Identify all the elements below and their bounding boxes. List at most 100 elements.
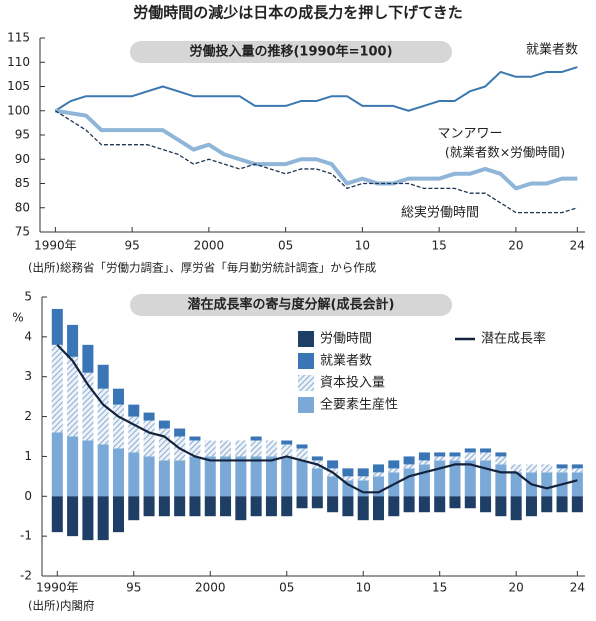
series-label: 就業者数 <box>526 42 578 58</box>
bar-segment <box>67 356 79 437</box>
bar-segment <box>128 496 140 521</box>
bar-segment <box>82 496 94 541</box>
bar-segment <box>143 420 155 457</box>
y-tick-label: 115 <box>7 31 30 45</box>
bar-segment <box>464 496 476 509</box>
bar-segment <box>220 496 232 517</box>
bar-segment <box>158 496 170 517</box>
bar-segment <box>281 444 293 457</box>
bar-segment <box>373 472 385 477</box>
bar-segment <box>388 460 400 469</box>
y-tick-label: 100 <box>7 103 30 117</box>
bar-segment <box>67 324 79 357</box>
bar-segment <box>235 496 247 521</box>
series-line <box>55 108 578 191</box>
bar-segment <box>281 496 293 517</box>
bar-segment <box>357 496 369 521</box>
bar-segment <box>480 496 492 513</box>
bar-segment <box>556 464 568 469</box>
x-tick-label: 1990年 <box>36 581 79 595</box>
bar-segment <box>464 460 476 497</box>
bar-segment <box>265 440 277 457</box>
bar-segment <box>357 468 369 477</box>
y-tick-label: 2 <box>24 409 32 423</box>
bar-segment <box>418 460 430 465</box>
bar-segment <box>342 468 354 477</box>
legend-label: 潜在成長率 <box>481 331 546 347</box>
bar-segment <box>128 416 140 453</box>
series-line <box>55 110 578 214</box>
bar-segment <box>143 456 155 497</box>
bar-segment <box>327 496 339 513</box>
bar-segment <box>434 496 446 513</box>
bar-segment <box>403 464 415 469</box>
bar-segment <box>143 496 155 517</box>
bar-segment <box>82 372 94 441</box>
bar-segment <box>265 496 277 517</box>
x-tick-label: 10 <box>356 581 371 595</box>
bar-segment <box>112 404 124 449</box>
bar-segment <box>220 440 232 457</box>
bar-segment <box>342 480 354 497</box>
bar-segment <box>464 452 476 461</box>
bar-segment <box>235 440 247 457</box>
bar-segment <box>449 460 461 497</box>
bar-segment <box>51 496 63 533</box>
bar-segment <box>158 460 170 497</box>
series-label: 総実労働時間 <box>401 205 479 221</box>
bar-segment <box>434 452 446 457</box>
bar-segment <box>189 436 201 441</box>
bar-segment <box>525 464 537 473</box>
y-tick-label: -2 <box>20 569 32 583</box>
y-tick-label: 1 <box>24 449 32 463</box>
bar-segment <box>449 496 461 509</box>
bar-segment <box>449 456 461 461</box>
bar-segment <box>571 496 583 513</box>
bar-segment <box>235 456 247 497</box>
bar-segment <box>556 468 568 473</box>
subtitle-pill <box>130 41 452 63</box>
bar-segment <box>495 464 507 497</box>
bar-segment <box>220 456 232 497</box>
subtitle: 潜在成長率の寄与度分解(成長会計) <box>188 297 395 313</box>
x-tick-label: 10 <box>355 239 370 253</box>
bar-segment <box>189 440 201 457</box>
y-tick-label: 90 <box>15 152 30 166</box>
bar-segment <box>296 444 308 449</box>
bar-segment <box>403 496 415 513</box>
bar-segment <box>97 364 109 389</box>
bar-segment <box>418 496 430 513</box>
bar-segment <box>189 496 201 517</box>
legend-label: 資本投入量 <box>320 375 385 391</box>
y-tick-label: 95 <box>15 128 30 142</box>
bar-segment <box>403 468 415 497</box>
bar-segment <box>510 464 522 473</box>
series-line <box>54 66 578 112</box>
legend-swatch <box>298 353 314 369</box>
bar-segment <box>510 496 522 521</box>
bar-segment <box>480 452 492 461</box>
x-tick-label: 95 <box>126 581 141 595</box>
x-tick-label: 1990年 <box>34 239 77 253</box>
bar-segment <box>97 388 109 445</box>
bar-segment <box>82 440 94 497</box>
x-tick-label: 20 <box>509 581 524 595</box>
bar-segment <box>204 456 216 497</box>
bar-segment <box>510 472 522 497</box>
y-tick-label: -1 <box>20 529 32 543</box>
bar-segment <box>97 444 109 497</box>
bar-segment <box>541 472 553 497</box>
bar-segment <box>174 460 186 497</box>
y-tick-label: 75 <box>15 225 30 239</box>
y-tick-label: 80 <box>15 200 30 214</box>
bar-segment <box>342 476 354 481</box>
x-tick-label: 24 <box>570 581 585 595</box>
legend-label: 全要素生産性 <box>320 397 398 413</box>
bar-segment <box>388 496 400 517</box>
bar-segment <box>67 436 79 497</box>
bar-segment <box>281 456 293 497</box>
y-tick-label: 0 <box>24 489 32 503</box>
bar-segment <box>357 480 369 497</box>
legend-label: 就業者数 <box>320 353 372 369</box>
subtitle-pill <box>130 294 452 316</box>
